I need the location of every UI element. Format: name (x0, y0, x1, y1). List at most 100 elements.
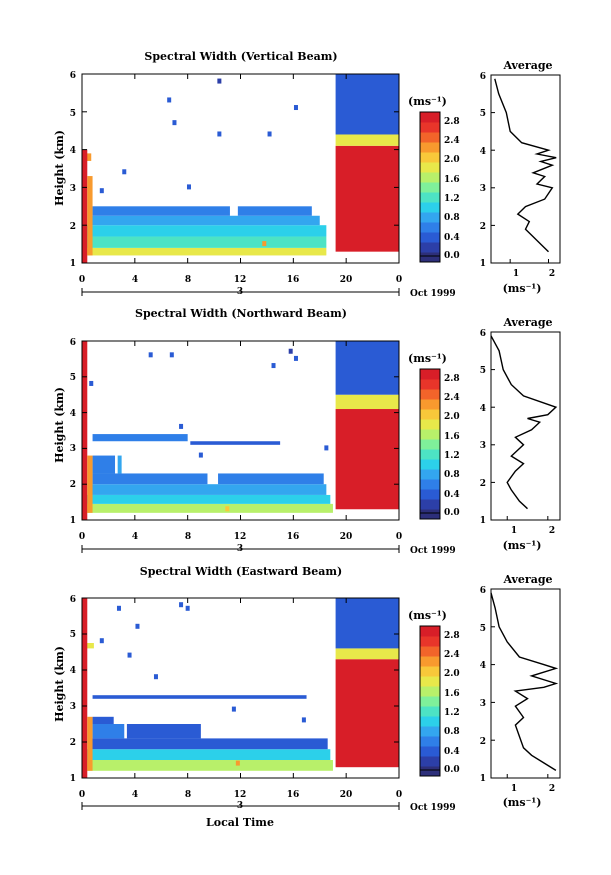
x-tick-label: 12 (234, 790, 247, 800)
y-axis-label: Height (km) (53, 387, 66, 463)
heatmap-column (335, 648, 399, 660)
colorbar-swatch (420, 646, 440, 657)
y-tick-label: 1 (70, 516, 76, 526)
y-tick-label: 1 (70, 259, 76, 269)
colorbar-tick: 0.0 (444, 508, 460, 518)
colorbar-swatch (420, 716, 440, 727)
heatmap-band (117, 455, 122, 474)
colorbar-swatch (420, 459, 440, 470)
average-y-tick-label: 6 (480, 586, 486, 596)
x-ticks (81, 598, 400, 778)
average-title: Average (502, 573, 552, 586)
heatmap-band (92, 455, 116, 474)
panel-eastward-beam: Spectral Width (Eastward Beam) Height (k… (53, 565, 561, 829)
heatmap-speckle (186, 184, 191, 190)
colorbar-frame (419, 625, 441, 777)
x-tick-label: 8 (185, 790, 191, 800)
colorbar-swatch (420, 726, 440, 737)
average-x-tick-label: 1 (511, 784, 517, 794)
average-y-tick-label: 6 (480, 329, 486, 339)
y-tick-label: 5 (70, 109, 76, 119)
x-tick-label: 8 (185, 275, 191, 285)
x-tick-label: 20 (340, 275, 353, 285)
heatmap-band (218, 473, 324, 485)
heatmap-speckle (271, 363, 276, 369)
average-x-ticks (506, 774, 549, 778)
colorbar-tick: 2.0 (444, 669, 460, 679)
heatmap-column (335, 134, 399, 146)
date-label: Oct 1999 (410, 289, 456, 299)
colorbar-tick: 2.4 (444, 136, 460, 146)
x-tick-label: 20 (340, 532, 353, 542)
colorbar-swatch (420, 212, 440, 223)
colorbar-swatch (420, 222, 440, 233)
average-frame (490, 74, 561, 264)
colorbar-frame (419, 368, 441, 520)
colorbar-frame (419, 111, 441, 263)
average-y-tick-label: 3 (480, 441, 486, 451)
colorbar-swatch (420, 232, 440, 243)
colorbar (419, 625, 441, 777)
average-y-tick-label: 4 (480, 147, 486, 157)
heatmap-speckle (217, 78, 222, 84)
average-y-ticks (491, 588, 495, 779)
colorbar-tick: 1.6 (444, 175, 460, 185)
heatmap-speckle (288, 348, 293, 354)
heatmap-band (84, 153, 92, 161)
colorbar-swatch (420, 172, 440, 183)
y-tick-label: 3 (70, 184, 76, 194)
heatmap-speckle (135, 623, 140, 629)
colorbar-tick: 0.8 (444, 727, 460, 737)
heatmap-band (85, 760, 333, 771)
heatmap-band (85, 749, 331, 760)
heatmap-band (89, 215, 320, 226)
heatmap-column (87, 716, 93, 771)
heatmap-speckle (148, 352, 153, 358)
y-ticks (82, 73, 399, 264)
heatmap-column (82, 149, 88, 263)
average-profile-line (494, 78, 557, 253)
average-y-tick-label: 5 (480, 624, 486, 634)
heatmap-speckle (185, 605, 190, 611)
heatmap-band (92, 716, 114, 724)
average-x-label: (ms⁻¹) (503, 282, 542, 295)
colorbar-swatch (420, 736, 440, 747)
heatmap-speckle (198, 452, 203, 458)
heatmap-speckle (167, 97, 172, 103)
heatmap-band (85, 494, 331, 504)
day-label: 3 (237, 801, 243, 811)
colorbar-swatch (420, 686, 440, 697)
y-tick-label: 6 (70, 338, 76, 348)
heatmap-band (85, 503, 333, 513)
colorbar-tick: 1.2 (444, 194, 460, 204)
x-tick-label: 4 (132, 532, 138, 542)
average-y-tick-label: 3 (480, 184, 486, 194)
average-profile-line (490, 335, 558, 510)
colorbar-swatch (420, 449, 440, 460)
colorbar-unit: (ms⁻¹) (408, 95, 447, 108)
x-tick-label: 20 (340, 790, 353, 800)
heatmap-column (335, 409, 399, 510)
colorbar-tick: 0.4 (444, 490, 460, 500)
colorbar-swatch (420, 202, 440, 213)
heatmap-column (82, 341, 88, 520)
y-tick-label: 2 (70, 480, 76, 490)
average-profile-line (490, 592, 559, 771)
x-tick-label: 12 (234, 275, 247, 285)
heatmap-column (335, 659, 399, 768)
x-tick-label: 4 (132, 275, 138, 285)
heatmap-speckle (122, 169, 127, 175)
colorbar-swatch (420, 122, 440, 133)
colorbar-swatch (420, 429, 440, 440)
heatmap-speckle (153, 674, 158, 680)
average-x-ticks (506, 516, 549, 520)
average-y-tick-label: 3 (480, 699, 486, 709)
heatmap-speckle (324, 445, 329, 451)
x-tick-label: 0 (396, 532, 402, 542)
y-tick-label: 2 (70, 222, 76, 232)
colorbar-swatch (420, 142, 440, 153)
colorbar-swatch (420, 479, 440, 490)
heatmap-column (335, 394, 399, 410)
x-ticks (81, 341, 400, 520)
colorbar-swatch (420, 419, 440, 430)
